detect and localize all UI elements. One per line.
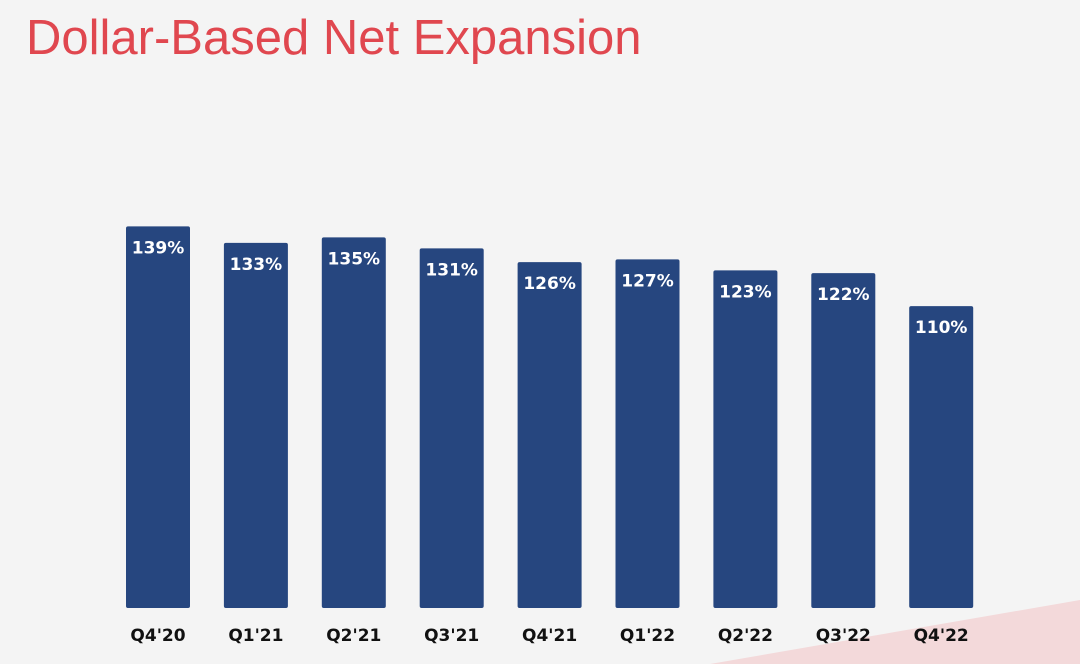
bar-value-label: 139% (132, 238, 185, 258)
x-tick-label: Q4'20 (130, 626, 185, 646)
bar-value-label: 131% (425, 260, 478, 280)
bar (713, 270, 778, 608)
bar (811, 273, 876, 608)
x-tick-label: Q4'21 (522, 626, 577, 646)
bar (909, 306, 974, 608)
slide-title: Dollar-Based Net Expansion (26, 11, 642, 65)
bar-value-label: 123% (719, 282, 772, 302)
bar (517, 262, 582, 608)
x-tick-label: Q2'22 (718, 626, 773, 646)
x-tick-label: Q1'22 (620, 626, 675, 646)
bar-value-label: 133% (230, 255, 283, 275)
x-tick-label: Q3'22 (816, 626, 871, 646)
bar (126, 226, 190, 608)
bar (615, 259, 680, 608)
bar-value-label: 127% (621, 271, 674, 291)
bar (223, 242, 288, 608)
x-tick-label: Q4'22 (914, 626, 969, 646)
bar-value-label: 126% (523, 274, 576, 294)
bar-value-label: 122% (817, 285, 870, 305)
bar (419, 248, 484, 608)
bar-value-label: 135% (328, 249, 381, 269)
x-tick-label: Q2'21 (326, 626, 381, 646)
bar-value-label: 110% (915, 318, 968, 338)
x-tick-label: Q3'21 (424, 626, 479, 646)
bar (321, 237, 386, 608)
x-tick-label: Q1'21 (228, 626, 283, 646)
